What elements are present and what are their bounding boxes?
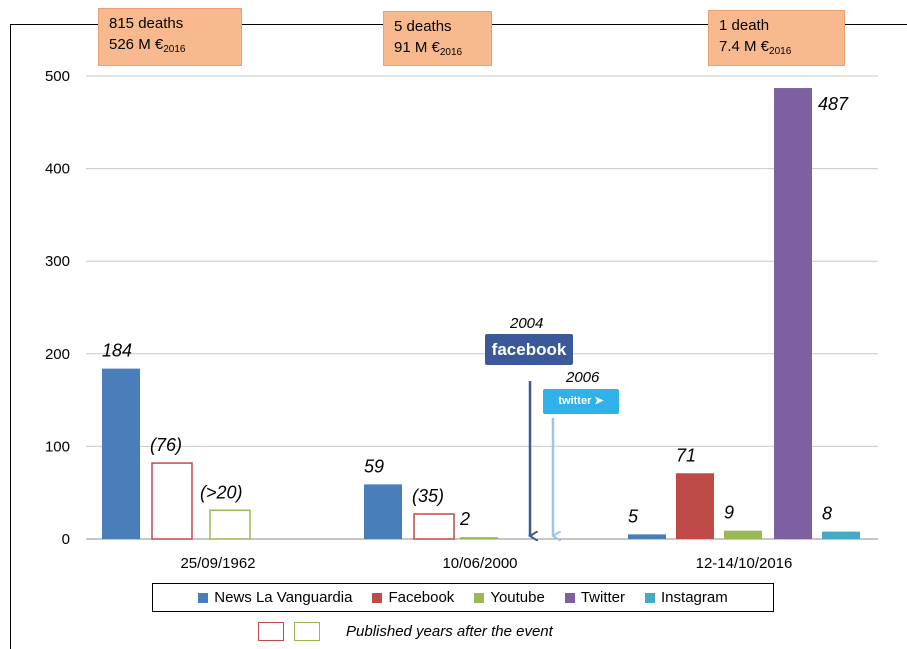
y-tick-label: 400 (45, 161, 70, 178)
bar-youtube-2 (724, 530, 762, 539)
note-swatch-green (294, 622, 320, 641)
y-tick-label: 500 (45, 68, 70, 85)
legend-item-facebook: Facebook (372, 589, 454, 606)
data-label: 2 (459, 509, 470, 529)
legend-item-news: News La Vanguardia (198, 589, 352, 606)
bar-news-la-vanguardia-0 (102, 368, 140, 539)
bar-instagram-2 (822, 531, 860, 539)
twitter-year-label: 2006 (566, 369, 600, 386)
data-label: 59 (364, 456, 384, 476)
platform-launch-arrows (530, 381, 553, 536)
twitter-bird-icon: ➤ (594, 395, 604, 407)
data-labels: 184 (76) (>20) 59 (35) 2 5 71 9 487 8 (102, 94, 849, 529)
data-label: 71 (676, 445, 696, 465)
note-text: Published years after the event (346, 623, 553, 640)
y-axis-ticks: 0 100 200 300 400 500 (45, 68, 70, 548)
data-label: 184 (102, 341, 132, 361)
bars (102, 88, 860, 540)
bar-facebook-1 (413, 513, 455, 540)
y-tick-label: 300 (45, 253, 70, 270)
twitter-logo-badge: twitter ➤ (543, 389, 619, 414)
event-cost: 7.4 M €2016 (719, 38, 792, 57)
event-box-1962: 815 deaths 526 M €2016 (98, 8, 242, 66)
event-deaths: 5 deaths (394, 18, 452, 35)
legend-swatch (198, 592, 209, 603)
event-cost: 526 M €2016 (109, 36, 186, 55)
facebook-logo-badge: facebook (485, 334, 573, 365)
event-box-2016: 1 death 7.4 M €2016 (708, 10, 845, 66)
legend-item-twitter: Twitter (564, 589, 626, 606)
event-cost: 91 M €2016 (394, 39, 463, 58)
bar-news-la-vanguardia-1 (364, 484, 402, 539)
y-tick-label: 200 (45, 346, 70, 363)
legend-item-youtube: Youtube (474, 589, 545, 606)
event-box-2000: 5 deaths 91 M €2016 (383, 11, 492, 66)
facebook-year-label: 2004 (510, 315, 544, 332)
data-label: 5 (628, 506, 639, 526)
bar-facebook-0 (151, 462, 193, 540)
data-label: 487 (818, 94, 849, 114)
frame-left-line (10, 24, 11, 649)
twitter-brand-text: twitter (558, 395, 592, 407)
legend-label: Instagram (661, 589, 728, 606)
data-label: 9 (724, 503, 734, 523)
legend-label: Youtube (490, 589, 545, 606)
bar-news-la-vanguardia-2 (628, 534, 666, 539)
category-label: 10/06/2000 (442, 555, 517, 572)
published-after-note: Published years after the event (258, 622, 553, 641)
legend-label: News La Vanguardia (214, 589, 353, 606)
legend-swatch (564, 592, 575, 603)
event-deaths: 815 deaths (109, 15, 184, 32)
legend-swatch (474, 592, 485, 603)
data-label: (76) (150, 435, 182, 455)
legend-item-instagram: Instagram (645, 589, 728, 606)
legend-swatch (645, 592, 656, 603)
category-labels: 25/09/1962 10/06/2000 12-14/10/2016 (180, 555, 792, 572)
legend-label: Twitter (580, 589, 626, 606)
bar-facebook-2 (676, 473, 714, 539)
data-label: 8 (822, 504, 832, 524)
category-label: 25/09/1962 (180, 555, 255, 572)
event-deaths: 1 death (719, 17, 770, 34)
legend-label: Facebook (388, 589, 455, 606)
bar-youtube-0 (209, 509, 251, 540)
bar-twitter-2 (774, 88, 812, 540)
grid-lines (86, 75, 878, 540)
y-tick-label: 100 (45, 438, 70, 455)
data-label: (35) (412, 486, 444, 506)
legend-swatch (372, 592, 383, 603)
bar-youtube-1 (460, 537, 498, 539)
legend: News La Vanguardia Facebook Youtube Twit… (152, 583, 774, 612)
y-tick-label: 0 (62, 531, 70, 548)
data-label: (>20) (200, 482, 243, 502)
category-label: 12-14/10/2016 (696, 555, 793, 572)
note-swatch-red (258, 622, 284, 641)
